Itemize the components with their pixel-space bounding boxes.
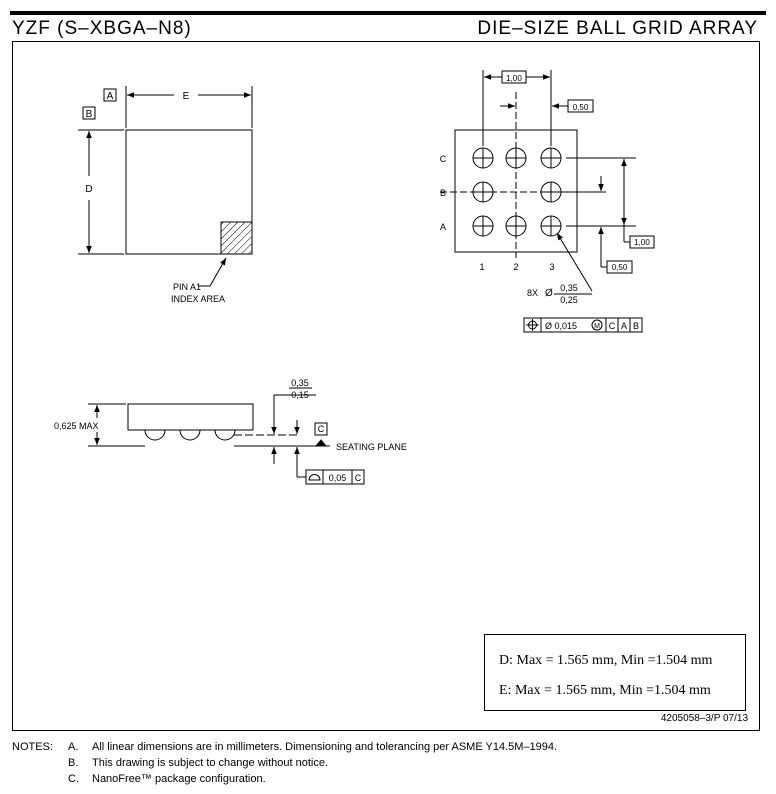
row-label-a: A: [440, 222, 446, 232]
pin-a1-index-area: [220, 221, 253, 255]
index-area-label: INDEX AREA: [171, 294, 225, 304]
ball-a3: [540, 215, 562, 237]
position-symbol-icon: [526, 319, 539, 331]
standoff-max: 0,35: [291, 378, 309, 388]
ball-b1: [472, 181, 494, 203]
solder-ball-3: [214, 429, 236, 441]
ball-b3: [540, 181, 562, 203]
datum-c-label: C: [318, 424, 325, 434]
col-label-2: 2: [513, 262, 518, 272]
pitch-v-value: 1,00: [634, 238, 650, 247]
pin-a1-label: PIN A1: [173, 282, 201, 292]
package-outline: [125, 129, 253, 255]
datum-a-box: [103, 88, 117, 102]
fcf-datum-c: C: [609, 321, 616, 331]
pitch-h-value: 1,00: [506, 74, 522, 83]
dimension-e-line: E: Max = 1.565 mm, Min =1.504 mm: [499, 683, 711, 698]
row-label-b: B: [440, 188, 446, 198]
note-text: All linear dimensions are in millimeters…: [92, 741, 558, 753]
pin-a1-leader: [209, 257, 227, 287]
datum-b-label: B: [86, 109, 93, 120]
offset-v-value: 0,50: [612, 263, 628, 272]
pitch-h-box: [501, 70, 527, 84]
row-label-c: C: [440, 154, 447, 164]
offset-v-box: [606, 260, 633, 274]
side-view: [88, 394, 365, 485]
header-rule: [10, 11, 766, 15]
note-letter: A.: [68, 741, 79, 753]
ball-c2: [505, 147, 527, 169]
fcf-datum-a: A: [621, 321, 627, 331]
datum-a-label: A: [107, 91, 114, 102]
dimension-table: D: Max = 1.565 mm, Min =1.504 mm E: Max …: [484, 634, 746, 711]
flatness-frame: [305, 469, 365, 485]
flatness-datum: C: [355, 473, 362, 483]
note-text: This drawing is subject to change withou…: [92, 757, 329, 769]
seating-plane-label: SEATING PLANE: [336, 442, 407, 452]
mmc-modifier-icon: [591, 319, 603, 331]
notes-label: NOTES:: [12, 741, 53, 753]
max-height-label: 0,625 MAX: [54, 421, 99, 431]
standoff-min: 0,15: [291, 390, 309, 400]
datum-b-box: [82, 106, 96, 120]
flatness-value: 0,05: [329, 473, 347, 483]
ball-a1: [472, 215, 494, 237]
offset-h-box: [567, 99, 594, 113]
dimension-d-line: D: Max = 1.565 mm, Min =1.504 mm: [499, 653, 713, 668]
solder-ball-2: [179, 429, 201, 441]
drawing-frame: [12, 41, 760, 731]
note-letter: B.: [68, 757, 79, 769]
solder-ball-1: [144, 429, 166, 441]
ball-count: 8X: [527, 288, 538, 298]
diameter-symbol: Ø: [545, 288, 553, 299]
dim-e-label: E: [183, 91, 190, 102]
col-label-1: 1: [479, 262, 484, 272]
col-label-3: 3: [549, 262, 554, 272]
fcf-datum-b: B: [633, 321, 639, 331]
ball-dia-min: 0,25: [560, 295, 578, 305]
die-body: [127, 403, 254, 431]
datum-c-box: [314, 422, 328, 436]
offset-h-value: 0,50: [573, 103, 589, 112]
flatness-symbol-icon: [308, 474, 321, 481]
note-text: NanoFree™ package configuration.: [92, 773, 266, 785]
package-type: DIE–SIZE BALL GRID ARRAY: [477, 18, 758, 39]
top-view: [78, 86, 253, 287]
fcf-tolerance: Ø 0,015: [545, 321, 577, 331]
fcf-modifier: M: [594, 323, 600, 330]
ball-dia-leader: [556, 232, 593, 292]
drawing-number: 4205058–3/P 07/13: [660, 713, 748, 724]
ball-c1: [472, 147, 494, 169]
datum-c-triangle: [314, 439, 328, 447]
package-title: YZF (S–XBGA–N8): [12, 18, 192, 39]
dim-d-label: D: [85, 184, 92, 195]
note-letter: C.: [68, 773, 79, 785]
pitch-v-box: [629, 235, 655, 249]
fcf-frame: [523, 317, 643, 333]
ball-c3: [540, 147, 562, 169]
ball-a2: [505, 215, 527, 237]
bottom-view: [440, 70, 655, 333]
ball-dia-max: 0,35: [560, 283, 578, 293]
